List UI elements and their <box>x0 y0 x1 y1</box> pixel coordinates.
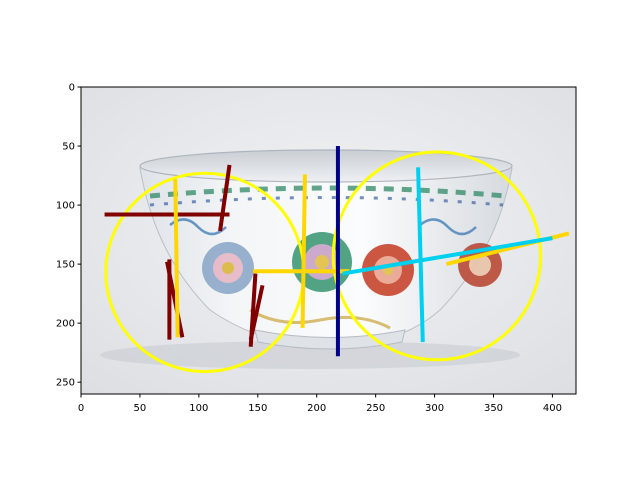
annotation-layer <box>104 146 570 374</box>
annotation-segment-7 <box>173 179 180 338</box>
bowl-photo <box>81 87 576 394</box>
annotation-segment-6 <box>248 284 265 341</box>
annotation-segment-13 <box>342 236 553 276</box>
y-tick-label: 250 <box>56 378 75 389</box>
axes-frame <box>80 86 577 395</box>
annotation-circle-2 <box>331 150 543 362</box>
x-tick-label: 0 <box>78 403 84 414</box>
x-tick-label: 300 <box>425 403 444 414</box>
y-tick-label: 150 <box>56 260 75 271</box>
annotation-segment-12 <box>416 167 425 343</box>
x-tick-label: 100 <box>189 403 208 414</box>
x-axis: 0 50 100 150 200 250 300 350 400 <box>78 394 562 414</box>
x-tick-label: 350 <box>484 403 503 414</box>
y-tick-label: 50 <box>62 142 75 153</box>
y-axis: 0 50 100 150 200 250 <box>56 83 81 389</box>
x-tick-label: 200 <box>307 403 326 414</box>
y-tick-label: 200 <box>56 319 75 330</box>
y-tick-label: 100 <box>56 201 75 212</box>
x-tick-label: 250 <box>366 403 385 414</box>
x-tick-label: 50 <box>134 403 147 414</box>
x-tick-label: 400 <box>543 403 562 414</box>
annotation-segment-8 <box>300 174 307 328</box>
y-tick-label: 0 <box>69 83 75 94</box>
annotation-segment-2 <box>218 164 232 232</box>
x-tick-label: 150 <box>248 403 267 414</box>
